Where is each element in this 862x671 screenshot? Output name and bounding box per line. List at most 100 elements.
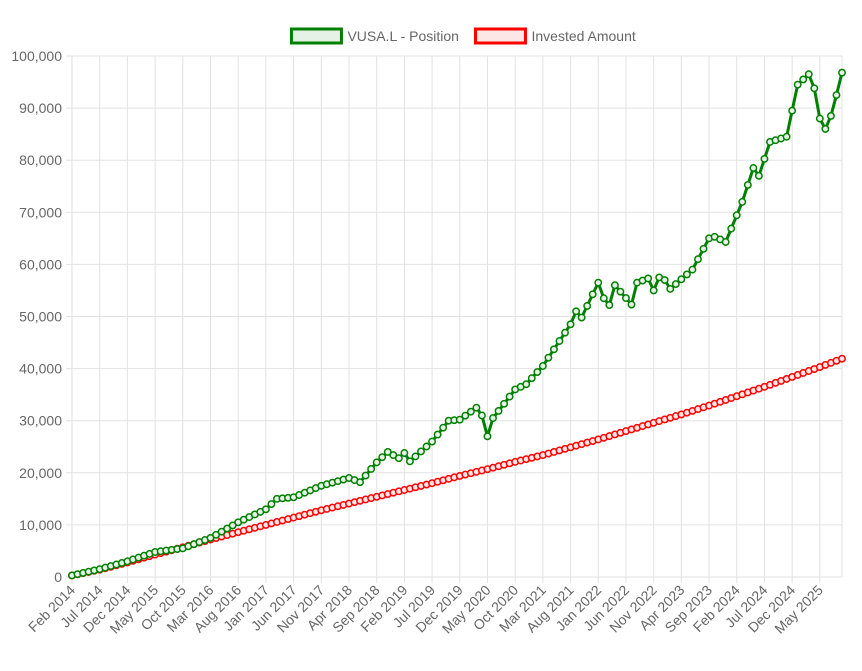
y-axis-ticks: 0 10,000 20,000 30,000 40,000 50,000 60,000 70,…	[11, 48, 62, 585]
data-point[interactable]	[666, 284, 675, 293]
y-tick-label: 10,000	[19, 517, 62, 533]
legend-label: Invested Amount	[531, 28, 635, 44]
data-point[interactable]	[544, 353, 553, 362]
data-point[interactable]	[599, 294, 608, 303]
grid	[66, 55, 843, 583]
data-point[interactable]	[738, 197, 747, 206]
data-point[interactable]	[838, 68, 846, 77]
data-point[interactable]	[422, 442, 431, 451]
data-point[interactable]	[810, 84, 819, 93]
y-tick-label: 50,000	[19, 309, 62, 325]
data-point[interactable]	[549, 345, 558, 354]
data-point[interactable]	[677, 275, 686, 284]
data-point[interactable]	[483, 432, 492, 441]
data-point[interactable]	[405, 457, 414, 466]
data-point[interactable]	[743, 181, 752, 189]
data-point[interactable]	[732, 211, 741, 220]
data-point[interactable]	[815, 114, 824, 123]
y-tick-label: 70,000	[19, 204, 62, 220]
data-point[interactable]	[261, 505, 270, 514]
data-point[interactable]	[417, 447, 425, 456]
legend-swatch	[473, 27, 527, 45]
legend-swatch	[289, 27, 343, 45]
data-point[interactable]	[799, 75, 808, 84]
data-point[interactable]	[627, 300, 636, 309]
data-point[interactable]	[577, 313, 586, 322]
data-point[interactable]	[826, 111, 835, 120]
y-tick-label: 20,000	[19, 465, 62, 481]
data-point[interactable]	[610, 281, 619, 290]
legend-item-position[interactable]: VUSA.L - Position	[289, 27, 459, 45]
data-point[interactable]	[583, 301, 592, 310]
data-point[interactable]	[788, 106, 797, 115]
data-point[interactable]	[649, 286, 658, 295]
data-point[interactable]	[838, 354, 846, 363]
data-point[interactable]	[522, 380, 531, 389]
data-point[interactable]	[455, 415, 464, 424]
data-point[interactable]	[754, 171, 763, 180]
data-point[interactable]	[727, 224, 736, 233]
data-point[interactable]	[616, 287, 625, 296]
legend-item-invested[interactable]: Invested Amount	[473, 27, 636, 45]
data-point[interactable]	[505, 392, 514, 401]
data-point[interactable]	[461, 411, 470, 420]
data-point[interactable]	[622, 294, 630, 303]
data-point[interactable]	[466, 407, 475, 416]
data-point[interactable]	[671, 280, 680, 289]
y-tick-label: 40,000	[19, 361, 62, 377]
data-point[interactable]	[367, 465, 376, 473]
data-point[interactable]	[372, 458, 381, 467]
data-point[interactable]	[411, 452, 420, 461]
data-point[interactable]	[433, 430, 442, 439]
data-point[interactable]	[378, 453, 387, 462]
data-point[interactable]	[749, 164, 758, 172]
data-point[interactable]	[561, 328, 569, 337]
data-point[interactable]	[489, 414, 497, 423]
data-point[interactable]	[721, 238, 730, 246]
data-point[interactable]	[428, 437, 437, 446]
data-point[interactable]	[527, 374, 536, 383]
data-point[interactable]	[688, 265, 697, 274]
legend: VUSA.L - Position Invested Amount	[289, 27, 636, 45]
y-tick-label: 60,000	[19, 256, 62, 272]
data-point[interactable]	[361, 471, 370, 480]
data-point[interactable]	[782, 132, 791, 141]
y-tick-label: 80,000	[19, 152, 62, 168]
data-point[interactable]	[500, 399, 509, 408]
data-point[interactable]	[594, 278, 603, 287]
data-point[interactable]	[644, 274, 653, 283]
data-point[interactable]	[538, 362, 547, 370]
data-point[interactable]	[267, 500, 276, 509]
data-point[interactable]	[572, 307, 581, 316]
data-point[interactable]	[793, 80, 802, 89]
data-point[interactable]	[588, 290, 597, 299]
data-point[interactable]	[605, 301, 614, 309]
data-point[interactable]	[394, 454, 403, 463]
data-point[interactable]	[439, 423, 448, 432]
data-point[interactable]	[804, 70, 813, 79]
series-layer	[68, 68, 846, 580]
data-point[interactable]	[472, 403, 481, 412]
y-tick-label: 100,000	[11, 48, 62, 64]
data-point[interactable]	[400, 449, 409, 457]
data-point[interactable]	[699, 244, 708, 253]
data-point[interactable]	[832, 91, 841, 100]
data-point[interactable]	[566, 320, 575, 329]
series-position	[68, 68, 846, 580]
data-point[interactable]	[682, 270, 691, 279]
data-point[interactable]	[555, 337, 564, 345]
series-line	[71, 72, 844, 577]
data-point[interactable]	[694, 255, 702, 264]
y-tick-label: 90,000	[19, 100, 62, 116]
data-point[interactable]	[660, 276, 669, 284]
data-point[interactable]	[533, 368, 542, 377]
data-point[interactable]	[760, 154, 769, 163]
data-point[interactable]	[477, 411, 486, 420]
data-point[interactable]	[356, 478, 365, 487]
y-tick-label: 30,000	[19, 413, 62, 429]
data-point[interactable]	[821, 124, 830, 133]
data-point[interactable]	[494, 406, 503, 415]
